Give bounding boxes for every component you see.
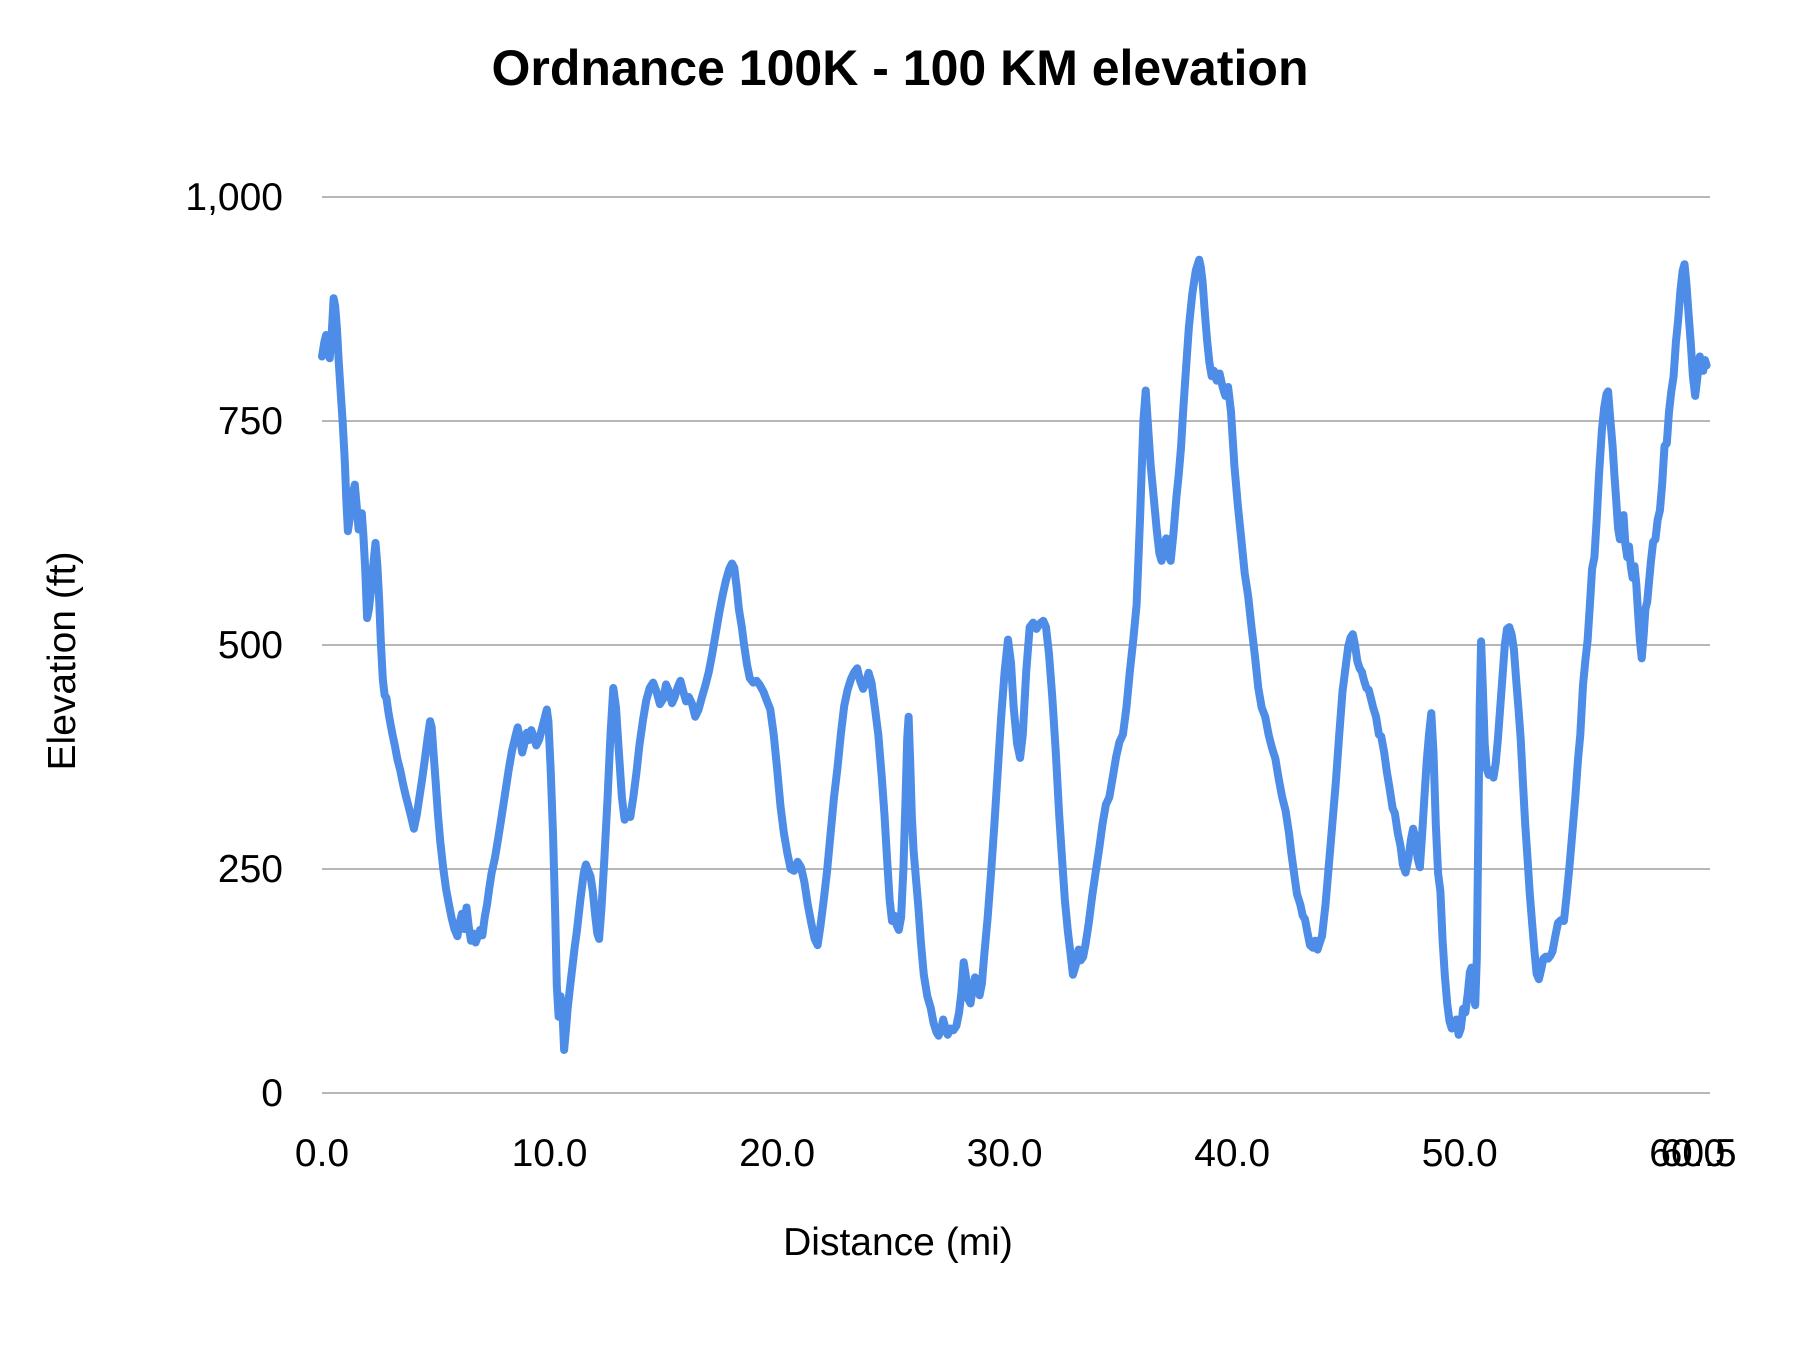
y-axis-title: Elevation (ft) <box>41 552 84 771</box>
x-axis-title: Distance (mi) <box>783 1221 1013 1264</box>
series-group <box>318 255 1711 1054</box>
elevation-line-series <box>318 255 1711 1054</box>
y-tick-label: 250 <box>218 848 283 891</box>
y-tick-label: 1,000 <box>185 176 283 219</box>
x-tick-label: 50.0 <box>1422 1132 1498 1175</box>
x-tick-label: 60.5 <box>1661 1132 1737 1175</box>
y-tick-labels-group: 0 250 500 750 1,000 <box>185 176 283 1115</box>
x-tick-label: 20.0 <box>739 1132 815 1175</box>
x-tick-label: 60.0 <box>1649 1132 1725 1175</box>
y-tick-label: 0 <box>261 1072 283 1115</box>
x-tick-label: 10.0 <box>512 1132 588 1175</box>
x-tick-label: 0.0 <box>295 1132 349 1175</box>
y-tick-label: 750 <box>218 400 283 443</box>
chart-title: Ordnance 100K - 100 KM elevation <box>492 40 1309 96</box>
x-tick-labels-group: 0.0 10.0 20.0 30.0 40.0 50.0 60.060.5 <box>295 1132 1737 1175</box>
y-tick-label: 500 <box>218 624 283 667</box>
x-tick-label: 40.0 <box>1194 1132 1270 1175</box>
x-tick-label: 30.0 <box>967 1132 1043 1175</box>
